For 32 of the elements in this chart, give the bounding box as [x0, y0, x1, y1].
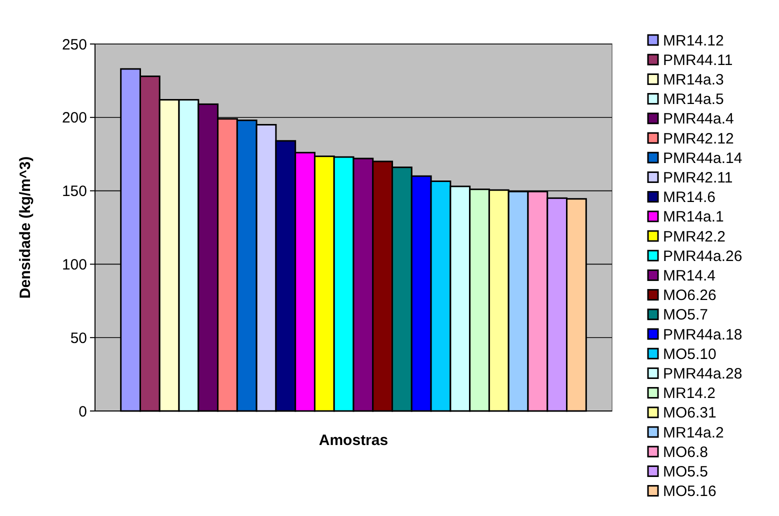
legend-label: MO6.8 [663, 444, 708, 461]
y-tick-label: 100 [62, 256, 87, 274]
legend-label: MO6.26 [663, 287, 716, 304]
legend-label: PMR44a.26 [663, 248, 742, 265]
legend-label: MO6.31 [663, 404, 716, 422]
legend-label: MR14a.2 [663, 424, 724, 442]
legend-label: MR14.2 [663, 385, 716, 402]
y-tick-label: 150 [62, 183, 87, 200]
y-tick-label: 0 [78, 403, 87, 420]
legend-label: PMR42.11 [663, 169, 733, 186]
y-axis-title: Densidade (kg/m^3) [17, 156, 34, 299]
legend-label: PMR44.11 [663, 52, 733, 69]
legend-label: PMR44a.4 [663, 110, 734, 128]
legend-label: MR14.4 [663, 267, 716, 284]
legend-label: PMR44a.18 [663, 326, 742, 344]
legend-label: MO5.10 [663, 346, 716, 363]
y-tick-label: 250 [62, 36, 87, 54]
y-tick-label: 200 [62, 110, 87, 127]
legend-label: MR14a.3 [663, 71, 724, 88]
legend-label: MO5.16 [663, 483, 716, 500]
legend-label: PMR44a.28 [663, 365, 742, 382]
legend-label: MR14a.5 [663, 91, 724, 108]
legend-label: MO5.7 [663, 306, 708, 324]
legend-label: PMR44a.14 [663, 150, 742, 167]
x-axis-title: Amostras [318, 432, 388, 449]
legend-label: MR14.12 [663, 32, 724, 50]
legend-label: MR14.6 [663, 189, 716, 206]
y-tick-label: 50 [70, 330, 87, 347]
legend-label: MR14a.1 [663, 208, 724, 226]
legend-label: PMR42.2 [663, 228, 726, 246]
legend-label: MO5.5 [663, 463, 708, 480]
legend-label: PMR42.12 [663, 130, 734, 148]
